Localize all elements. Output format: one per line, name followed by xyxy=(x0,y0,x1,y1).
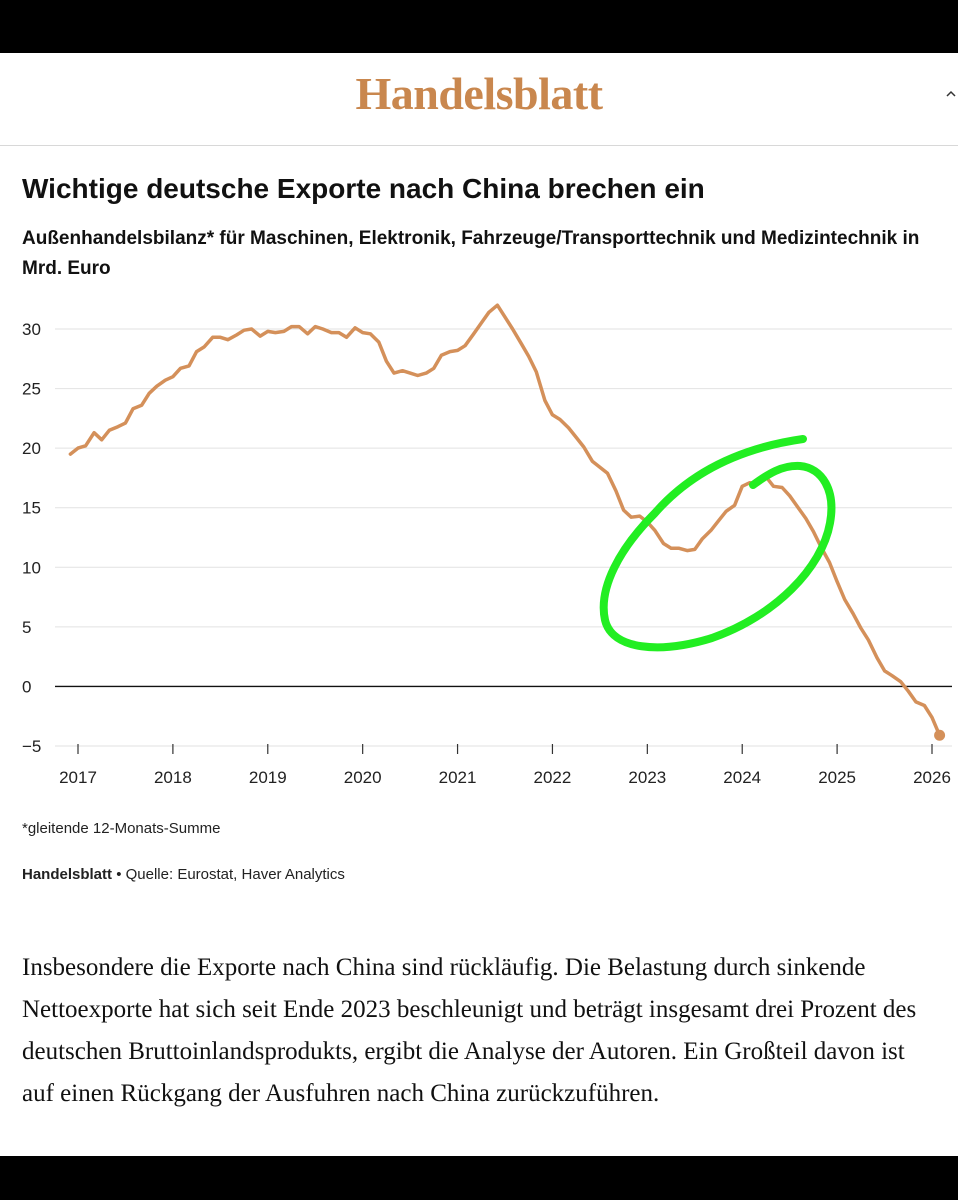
x-tick-label: 2020 xyxy=(344,768,382,787)
x-tick-label: 2018 xyxy=(154,768,192,787)
article-page: Handelsblatt Wichtige deutsche Exporte n… xyxy=(0,53,958,1156)
series-line xyxy=(68,303,942,738)
x-axis-ticks: 2017 2018 2019 2020 2021 2022 2023 2024 2025 2026 xyxy=(59,744,951,787)
x-tick-label: 2025 xyxy=(818,768,856,787)
y-tick-label: 25 xyxy=(22,380,41,399)
green-circle-annotation xyxy=(599,435,836,652)
x-tick-label: 2017 xyxy=(59,768,97,787)
y-tick-label: −5 xyxy=(22,737,41,756)
source-line: Handelsblatt • Quelle: Eurostat, Haver A… xyxy=(22,866,345,883)
y-axis-tick-labels: 30 25 20 15 10 5 0 −5 xyxy=(22,320,41,756)
chart-footnote: *gleitende 12-Monats-Summe xyxy=(22,820,221,837)
chart-title: Wichtige deutsche Exporte nach China bre… xyxy=(22,173,705,204)
source-bullet: • xyxy=(116,866,122,883)
source-brand: Handelsblatt xyxy=(22,866,113,883)
x-tick-label: 2022 xyxy=(534,768,572,787)
x-tick-label: 2026 xyxy=(913,768,951,787)
y-tick-label: 0 xyxy=(22,677,31,696)
masthead: Handelsblatt xyxy=(0,53,958,146)
chevron-up-icon[interactable] xyxy=(946,89,956,99)
x-tick-label: 2023 xyxy=(628,768,666,787)
x-tick-label: 2019 xyxy=(249,768,287,787)
x-tick-label: 2021 xyxy=(439,768,477,787)
y-tick-label: 5 xyxy=(22,618,31,637)
y-tick-label: 10 xyxy=(22,558,41,577)
series-end-point xyxy=(934,729,946,741)
source-text: Quelle: Eurostat, Haver Analytics xyxy=(125,866,345,883)
gridlines xyxy=(55,328,952,747)
article-paragraph: Insbesondere die Exporte nach China sind… xyxy=(22,954,917,1107)
hand-drawn-annotation xyxy=(599,435,836,652)
y-tick-label: 15 xyxy=(22,499,41,518)
y-tick-label: 30 xyxy=(22,320,41,339)
y-tick-label: 20 xyxy=(22,439,41,458)
series xyxy=(68,303,946,741)
handelsblatt-logo[interactable]: Handelsblatt xyxy=(355,68,603,119)
chart-subtitle: Außenhandelsbilanz* für Maschinen, Elekt… xyxy=(22,228,920,279)
x-tick-label: 2024 xyxy=(723,768,761,787)
